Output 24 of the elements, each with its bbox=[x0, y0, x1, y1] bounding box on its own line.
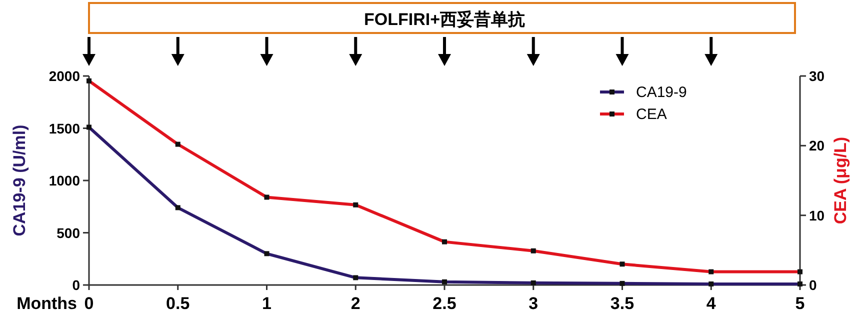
y-tick-label: 0 bbox=[72, 277, 80, 293]
y2-axis-title: CEA (μg/L) bbox=[831, 136, 850, 224]
x-tick-label: 2.5 bbox=[432, 294, 456, 313]
x-tick-label: 0.5 bbox=[166, 294, 190, 313]
x-tick-label: 2 bbox=[350, 294, 360, 313]
y-tick-label: 500 bbox=[56, 224, 80, 241]
x-tick-label: 4 bbox=[706, 294, 716, 313]
chart-title: FOLFIRI+西妥昔单抗 bbox=[364, 10, 526, 29]
y2-tick-label: 0 bbox=[809, 277, 817, 293]
y-tick-label: 1500 bbox=[48, 120, 80, 136]
y-tick-label: 1000 bbox=[48, 172, 80, 188]
x-tick-label: 3 bbox=[528, 294, 538, 313]
y-axis-title: CA19-9 (U/ml) bbox=[10, 124, 29, 236]
legend-label: CEA bbox=[636, 106, 667, 123]
x-tick-label: 1 bbox=[262, 294, 272, 313]
x-axis-title: Months bbox=[16, 294, 77, 313]
x-tick-label: 0 bbox=[84, 294, 94, 313]
x-tick-label: 5 bbox=[795, 294, 805, 313]
x-tick-label: 3.5 bbox=[610, 294, 634, 313]
y2-tick-label: 20 bbox=[809, 138, 825, 154]
y-tick-label: 2000 bbox=[48, 68, 80, 84]
legend-label: CA19-9 bbox=[636, 84, 687, 101]
y2-tick-label: 10 bbox=[809, 207, 825, 224]
y2-tick-label: 30 bbox=[809, 68, 825, 84]
